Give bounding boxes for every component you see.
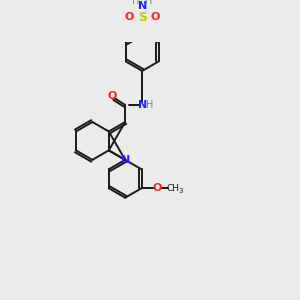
Text: O: O [124, 12, 134, 22]
Text: H: H [145, 0, 152, 6]
Text: O: O [150, 12, 160, 22]
Text: N: N [121, 155, 130, 165]
Text: N: N [138, 1, 147, 11]
Text: H: H [133, 0, 140, 6]
Text: O: O [153, 183, 162, 193]
Text: S: S [138, 11, 147, 23]
Text: CH: CH [166, 184, 179, 193]
Text: N: N [138, 100, 147, 110]
Text: O: O [107, 91, 117, 100]
Text: 3: 3 [178, 188, 183, 194]
Text: H: H [146, 100, 154, 110]
